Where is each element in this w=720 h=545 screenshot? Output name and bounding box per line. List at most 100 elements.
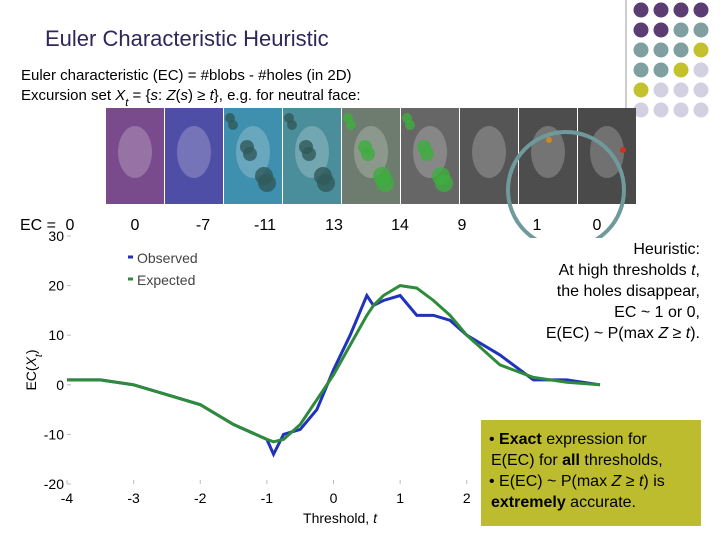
- deco-dot: [633, 42, 649, 58]
- patch: [302, 147, 316, 161]
- legend-label: Observed: [137, 250, 198, 266]
- deco-dot: [693, 42, 709, 58]
- ec-value: 9: [458, 217, 467, 234]
- intro-line-part: Z: [165, 87, 176, 104]
- x-tick-label: -2: [194, 490, 207, 506]
- deco-dot: [673, 42, 689, 58]
- x-axis-label: Threshold, t: [303, 510, 378, 526]
- patch: [546, 137, 552, 143]
- deco-dot: [693, 62, 709, 78]
- callout-line-part: extremely: [491, 494, 566, 511]
- patch: [317, 174, 335, 192]
- heuristic-line-part: ,: [696, 262, 700, 279]
- deco-dot: [633, 102, 649, 118]
- callout-line: • Exact expression for: [489, 431, 647, 448]
- deco-dot: [673, 2, 689, 18]
- legend-label: Expected: [137, 272, 195, 288]
- deco-dot: [653, 42, 669, 58]
- heuristic-line-part: ).: [690, 325, 700, 342]
- face: [590, 126, 624, 178]
- deco-dot: [653, 102, 669, 118]
- callout-line: • E(EC) ~ P(max Z ≥ t) is: [489, 473, 665, 490]
- y-tick-label: 0: [56, 377, 64, 393]
- ec-value: -7: [196, 217, 210, 234]
- callout-line-part: Exact: [499, 431, 542, 448]
- heuristic-line-part: EC ~ 1 or 0,: [614, 304, 700, 321]
- intro-line: Excursion set Xt = {s: Z(s) ≥ t}, e.g. f…: [21, 87, 361, 109]
- ec-value: 14: [391, 217, 409, 234]
- face-strip: [106, 108, 636, 204]
- heuristic-line-part: t: [691, 262, 696, 279]
- heuristic-line: E(EC) ~ P(max Z ≥ t).: [546, 325, 700, 342]
- intro-line-part: Euler characteristic (EC) = #blobs - #ho…: [21, 67, 352, 84]
- y-axis-label-part: t: [33, 353, 45, 357]
- heuristic-line-part: ≥: [668, 325, 686, 342]
- patch: [287, 120, 297, 130]
- intro-line-part: s: [181, 87, 189, 104]
- intro-line-part: t: [125, 97, 129, 109]
- ec-value: 0: [131, 217, 140, 234]
- ec-value: 0: [593, 217, 602, 234]
- face-image: [578, 108, 636, 204]
- intro-line-part: ) ≥: [188, 87, 210, 104]
- intro-line-part: Excursion set: [21, 87, 115, 104]
- x-tick-label: 0: [330, 490, 338, 506]
- x-tick-label: 2: [463, 490, 471, 506]
- y-axis-label-part: X: [23, 356, 39, 367]
- ec-value: 1: [533, 217, 542, 234]
- face: [177, 126, 211, 178]
- ec-value: 13: [325, 217, 343, 234]
- x-axis-label-part: Threshold,: [303, 510, 373, 526]
- title: Euler Characteristic Heuristic: [45, 26, 329, 51]
- intro-line-part: = {: [128, 87, 150, 104]
- face: [118, 126, 152, 178]
- callout-line-part: ≥: [621, 473, 639, 490]
- patch: [435, 174, 453, 192]
- callout-line-part: t: [639, 473, 644, 490]
- intro-line-part: (: [176, 87, 181, 104]
- heuristic-line: the holes disappear,: [557, 283, 700, 300]
- y-tick-label: -20: [44, 476, 64, 492]
- patch: [243, 147, 257, 161]
- face: [472, 126, 506, 178]
- decoration: [633, 2, 709, 118]
- heuristic-line-part: Z: [657, 325, 669, 342]
- callout-line-part: •: [489, 431, 499, 448]
- x-tick-label: 1: [396, 490, 404, 506]
- intro-line: Euler characteristic (EC) = #blobs - #ho…: [21, 67, 352, 84]
- deco-dot: [653, 22, 669, 38]
- callout-line-part: • E(EC) ~ P(max: [489, 473, 612, 490]
- face-image: [106, 108, 164, 204]
- heuristic-line-part: At high thresholds: [559, 262, 692, 279]
- intro-line-part: s: [150, 87, 158, 104]
- deco-dot: [693, 82, 709, 98]
- deco-dot: [673, 62, 689, 78]
- deco-dot: [653, 82, 669, 98]
- heuristic-line-part: E(EC) ~ P(max: [546, 325, 658, 342]
- x-tick-label: -4: [61, 490, 74, 506]
- x-tick-label: -1: [261, 490, 274, 506]
- callout-line-part: Z: [611, 473, 623, 490]
- deco-dot: [633, 82, 649, 98]
- heuristic-line-part: t: [686, 325, 691, 342]
- y-axis-label-part: EC(: [23, 366, 39, 390]
- intro-line-part: X: [114, 87, 126, 104]
- y-tick-label: 30: [48, 228, 64, 244]
- deco-dot: [673, 82, 689, 98]
- deco-dot: [653, 2, 669, 18]
- patch: [346, 120, 356, 130]
- y-tick-label: 20: [48, 278, 64, 294]
- x-tick-label: -3: [127, 490, 140, 506]
- patch: [361, 147, 375, 161]
- face-image: [165, 108, 223, 204]
- callout-line: E(EC) for all thresholds,: [491, 452, 663, 469]
- callout-line-part: all: [562, 452, 580, 469]
- deco-dot: [653, 62, 669, 78]
- y-tick-label: -10: [44, 426, 64, 442]
- heuristic-line-part: the holes disappear,: [557, 283, 700, 300]
- deco-dot: [693, 22, 709, 38]
- patch: [620, 147, 626, 153]
- face-image: [519, 108, 577, 204]
